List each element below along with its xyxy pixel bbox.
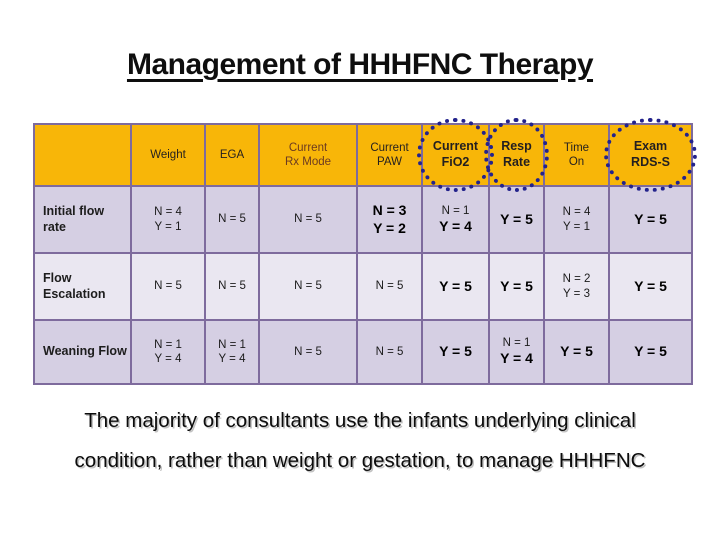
header-cell-current-paw: Current PAW: [358, 125, 421, 185]
cell-value: N = 1: [218, 338, 246, 351]
caption-line-2: condition, rather than weight or gestati…: [74, 449, 646, 472]
cell-value: N = 5: [294, 345, 322, 358]
cell-value: Y = 5: [500, 210, 533, 227]
cell-value: Y = 5: [560, 343, 593, 360]
cell-value: N = 5: [294, 213, 322, 226]
header-label: Exam RDS-S: [631, 139, 670, 169]
management-table: Weight EGA Current Rx Mode Current PAW Curre…: [33, 118, 697, 385]
header-cell-weight: Weight: [132, 125, 204, 185]
data-cell: Y = 5: [490, 187, 543, 252]
data-cell: N = 5: [206, 254, 258, 319]
header-cell-time-on: Time On: [545, 125, 608, 185]
cell-value: N = 3: [372, 202, 407, 218]
cell-value: Y = 5: [500, 277, 533, 294]
cell-value: Y = 5: [634, 343, 667, 360]
row-label-flow-escalation: Flow Escalation: [35, 254, 130, 319]
caption: The majority of consultants use the infa…: [0, 401, 720, 481]
header-label: Resp Rate: [501, 139, 532, 169]
cell-value: N = 5: [375, 280, 404, 293]
data-cell: Y = 5: [545, 321, 608, 383]
data-cell: N = 5: [260, 321, 356, 383]
page-title-text: Management of HHHFNC Therapy: [126, 48, 594, 81]
cell-value: N = 2: [562, 273, 591, 286]
caption-line-1: The majority of consultants use the infa…: [84, 409, 636, 432]
header-cell-current-fio2: Current FiO2: [417, 118, 494, 192]
cell-value: N = 5: [375, 345, 404, 358]
data-cell: Y = 5: [423, 254, 488, 319]
data-cell: N = 5: [260, 254, 356, 319]
page-title: Management of HHHFNC Therapy: [0, 48, 720, 82]
cell-value: Y = 5: [439, 277, 472, 294]
data-cell: Y = 5: [423, 321, 488, 383]
header-cell-ega: EGA: [206, 125, 258, 185]
cell-value: N = 5: [218, 213, 246, 226]
data-cell: Y = 5: [610, 321, 691, 383]
data-cell: N = 5: [206, 187, 258, 252]
cell-value: Y = 4: [218, 353, 246, 365]
header-cell-exam-rds-s: Exam RDS-S: [604, 118, 697, 192]
cell-value: Y = 1: [563, 220, 590, 233]
cell-value: Y = 5: [634, 277, 667, 294]
data-cell: N = 5: [358, 321, 421, 383]
data-cell: Y = 5: [610, 254, 691, 319]
row-label-weaning-flow: Weaning Flow: [35, 321, 130, 383]
header-label: Current PAW: [370, 141, 409, 168]
header-label: EGA: [219, 148, 245, 161]
header-label: Weight: [150, 148, 186, 161]
table-grid: Weight EGA Current Rx Mode Current PAW Curre…: [33, 118, 697, 385]
cell-value: Y = 4: [500, 350, 533, 367]
header-label: Time On: [563, 141, 590, 168]
cell-value: Y = 4: [439, 217, 472, 234]
cell-value: N = 5: [154, 280, 182, 293]
cell-value: Y = 3: [563, 287, 590, 300]
cell-value: N = 5: [218, 280, 246, 293]
cell-value: Y = 4: [154, 353, 182, 365]
row-label-initial-flow-rate: Initial flow rate: [35, 187, 130, 252]
data-cell: N = 5: [358, 254, 421, 319]
header-cell-resp-rate: Resp Rate: [484, 118, 549, 192]
cell-value: N = 1: [154, 338, 182, 351]
cell-value: N = 4: [562, 206, 591, 219]
cell-value: N = 5: [294, 280, 322, 293]
data-cell: N = 5: [260, 187, 356, 252]
cell-value: Y = 2: [373, 219, 406, 236]
cell-value: Y = 1: [154, 220, 182, 233]
cell-value: Y = 5: [634, 210, 667, 227]
cell-value: N = 1: [502, 337, 531, 350]
data-cell: N = 1 Y = 4: [206, 321, 258, 383]
cell-value: N = 1: [441, 204, 470, 217]
data-cell: Y = 5: [610, 187, 691, 252]
header-cell-current-rx-mode: Current Rx Mode: [260, 125, 356, 185]
header-label: Current FiO2: [432, 139, 479, 169]
data-cell: Y = 5: [490, 254, 543, 319]
data-cell: N = 1 Y = 4: [132, 321, 204, 383]
cell-value: Y = 5: [439, 343, 472, 360]
data-cell: N = 5: [132, 254, 204, 319]
header-cell-blank: [35, 125, 130, 185]
header-label: Current Rx Mode: [284, 141, 332, 168]
cell-value: N = 4: [154, 206, 182, 219]
